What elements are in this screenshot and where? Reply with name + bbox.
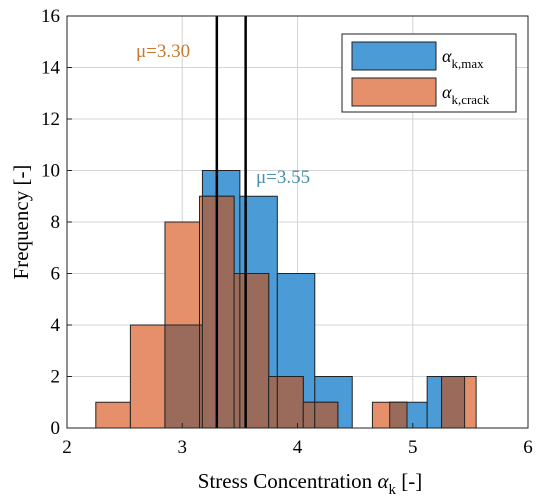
legend-swatch-max bbox=[351, 41, 437, 71]
bars-layer bbox=[95, 170, 477, 429]
y-axis-label: Frequency [-] bbox=[9, 165, 33, 280]
y-tick-label: 10 bbox=[41, 161, 60, 182]
x-tick-label: 3 bbox=[178, 437, 188, 458]
bar-overlap bbox=[233, 273, 241, 429]
y-tick-label: 12 bbox=[41, 109, 60, 130]
x-tick-label: 2 bbox=[62, 437, 72, 458]
mean-lines-layer bbox=[215, 16, 247, 428]
x-axis-label: Stress Concentration αk [-] bbox=[198, 469, 422, 498]
bar-overlap bbox=[268, 376, 278, 429]
bar-overlap bbox=[201, 195, 235, 429]
bar-overlap bbox=[239, 273, 270, 429]
bar-overlap bbox=[302, 401, 316, 429]
y-tick-label: 8 bbox=[51, 212, 61, 233]
y-tick-label: 0 bbox=[51, 418, 61, 439]
y-tick-label: 14 bbox=[41, 58, 61, 79]
bar-crack bbox=[95, 401, 131, 429]
mean-label-max: μ=3.55 bbox=[256, 167, 310, 188]
y-tick-label: 4 bbox=[51, 315, 61, 336]
legend-label-max: αk,max bbox=[442, 46, 484, 71]
y-tick-label: 16 bbox=[41, 6, 60, 27]
bar-overlap bbox=[164, 324, 201, 429]
bar-overlap bbox=[314, 401, 339, 429]
bar-crack bbox=[129, 324, 166, 429]
legend-swatch-crack bbox=[351, 77, 437, 107]
mean-label-crack: μ=3.30 bbox=[136, 41, 190, 62]
bar-overlap bbox=[276, 376, 304, 429]
bar-overlap bbox=[441, 376, 466, 429]
x-tick-label: 4 bbox=[293, 437, 303, 458]
bar-overlap bbox=[389, 401, 408, 429]
legend: αk,max αk,crack bbox=[341, 33, 517, 113]
y-tick-label: 6 bbox=[51, 264, 61, 285]
x-tick-label: 5 bbox=[408, 437, 418, 458]
y-tick-label: 2 bbox=[51, 367, 61, 388]
legend-label-crack: αk,crack bbox=[442, 82, 490, 107]
x-tick-label: 6 bbox=[523, 437, 533, 458]
